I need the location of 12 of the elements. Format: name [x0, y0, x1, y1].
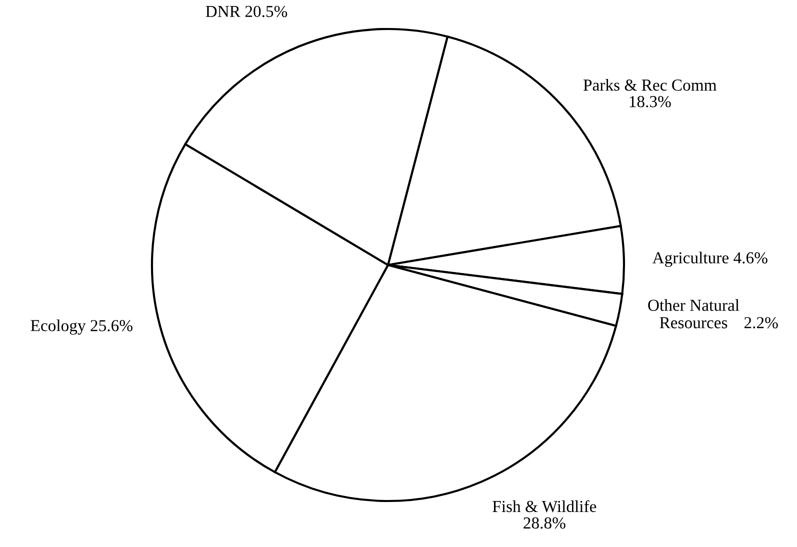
data-label: 2.2% — [744, 317, 778, 328]
slice-label: DNR — [206, 6, 240, 17]
slice-label: Other Natural Resources — [648, 299, 740, 328]
slice-label: Fish & Wildlife — [492, 500, 596, 512]
data-label: 18.3% — [630, 96, 671, 108]
slice-label: Parks & Rec Comm — [583, 79, 717, 91]
data-label: 4.6% — [734, 252, 768, 264]
data-label: 28.8% — [524, 517, 566, 529]
data-label: 25.6% — [90, 320, 132, 332]
slice-label: Agriculture — [652, 252, 729, 267]
slice-label: Ecology — [30, 319, 86, 335]
data-label: 20.5% — [245, 6, 288, 18]
